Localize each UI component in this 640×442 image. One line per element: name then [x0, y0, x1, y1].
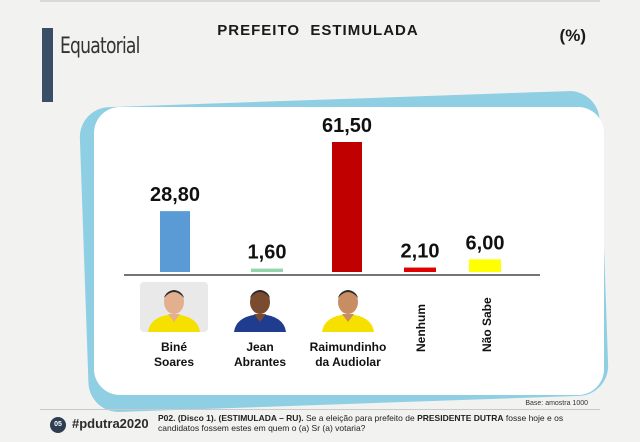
- question-type: (ESTIMULADA – RU).: [218, 413, 304, 423]
- bar-raimundinho: [332, 142, 362, 272]
- photo-raimundinho: [314, 282, 382, 332]
- top-divider: [40, 0, 600, 2]
- bar-nao-sabe: [469, 259, 501, 272]
- brand-accent-bar: [42, 28, 53, 102]
- candidate-photo-icon: [322, 290, 374, 332]
- footer-divider: [40, 409, 600, 410]
- candidate-photo-icon: [234, 290, 286, 332]
- question-text-part1: Se a eleição para prefeito de: [306, 413, 415, 423]
- data-label-nenhum: 2,10: [401, 241, 440, 263]
- hashtag: #pdutra2020: [72, 416, 149, 431]
- candidate-photo-icon: [148, 290, 200, 332]
- page-number-badge: 05: [50, 417, 66, 433]
- category-label-bine: Biné Soares: [153, 340, 195, 369]
- unit-label: (%): [559, 26, 586, 45]
- bar-bine: [160, 211, 190, 272]
- category-label-jean: Jean Abrantes: [233, 340, 286, 369]
- category-label-nenhum: Nenhum: [414, 304, 428, 352]
- chart-title: PREFEITO ESTIMULADA: [0, 22, 640, 39]
- brand-logo: Equatorial: [60, 34, 140, 59]
- question-text-part2: fosse hoje e os candidatos fossem estes …: [158, 413, 564, 433]
- sample-note: Base: amostra 1000: [525, 400, 588, 407]
- bar-nenhum: [404, 267, 436, 272]
- data-label-bine: 28,80: [150, 184, 200, 206]
- photo-bine-soares: [140, 282, 208, 332]
- data-label-raimundinho: 61,50: [322, 115, 372, 137]
- chart-title-text: PREFEITO ESTIMULADA: [217, 22, 419, 39]
- category-label-raimundinho: Raimundinho da Audiolar: [309, 340, 387, 369]
- photo-jean-abrantes: [226, 282, 294, 332]
- bar-jean: [251, 268, 283, 272]
- data-label-nao-sabe: 6,00: [466, 232, 505, 254]
- data-label-jean: 1,60: [248, 242, 287, 264]
- question-city: PRESIDENTE DUTRA: [417, 413, 504, 423]
- question-text: P02. (Disco 1). (ESTIMULADA – RU). Se a …: [158, 413, 598, 433]
- category-label-nao-sabe: Não Sabe: [480, 297, 494, 352]
- question-id: P02. (Disco 1).: [158, 413, 217, 423]
